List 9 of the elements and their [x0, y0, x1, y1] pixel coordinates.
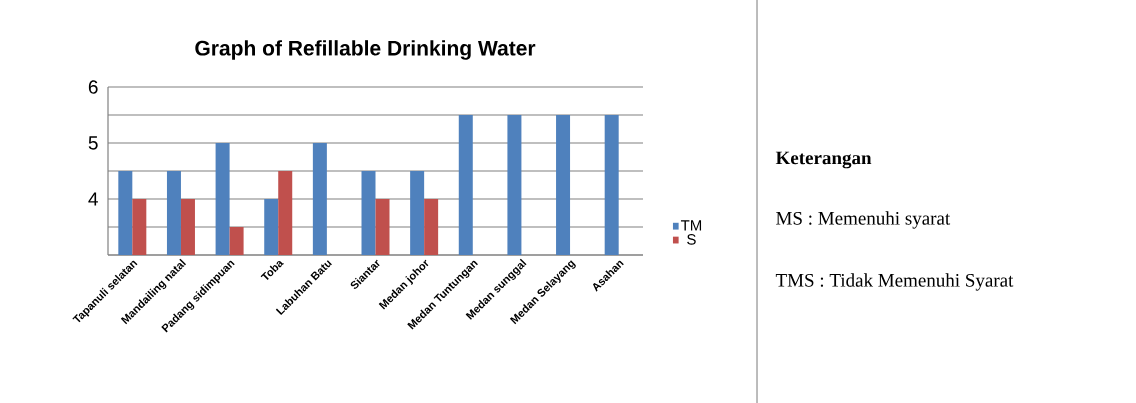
text: TMS : Tidak Memenuhi Syarat — [775, 273, 1014, 291]
y-tick-label: 5 — [88, 136, 98, 150]
text: Keterangan — [775, 151, 872, 169]
chart-title: Graph of Refillable Drinking Water — [195, 40, 536, 60]
y-tick-label: 4 — [88, 192, 98, 206]
y-tick-label: 6 — [88, 80, 98, 94]
legend-label: S — [687, 234, 696, 245]
legend-label: TM — [680, 220, 702, 231]
text: MS : Memenuhi syarat — [776, 211, 951, 229]
